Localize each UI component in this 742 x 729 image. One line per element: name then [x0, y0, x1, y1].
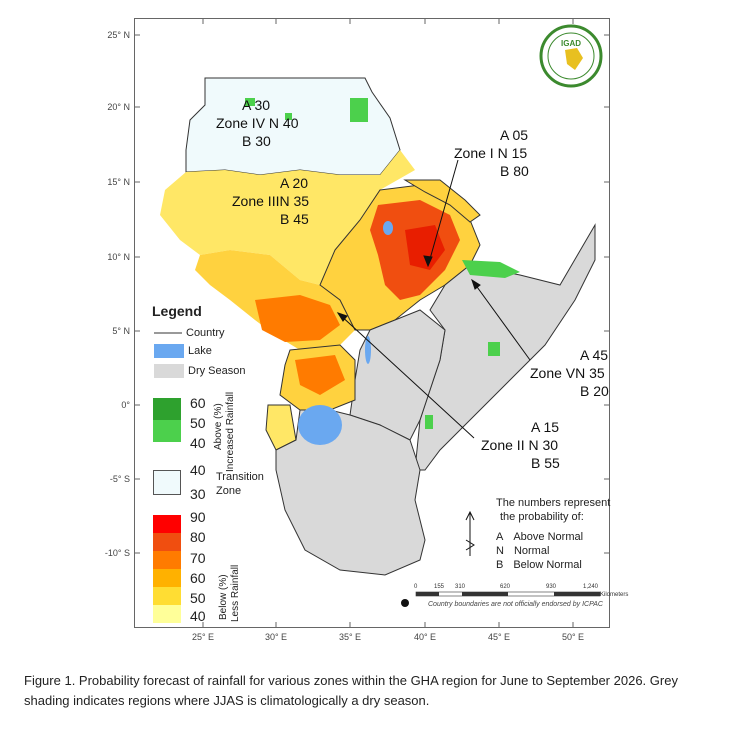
legend-country: Country — [186, 327, 225, 339]
legend-below-bar — [153, 515, 181, 623]
legend-below-label: Below (%) — [218, 574, 229, 620]
region-ethiopia-red — [405, 225, 445, 270]
north-arrow — [465, 510, 475, 556]
lat-label: 0° — [121, 400, 130, 410]
zone-i-label: A 05 Zone I N 15 B 80 — [454, 126, 529, 180]
region-eritrea — [403, 179, 481, 223]
legend-swatches — [154, 332, 184, 378]
note-text: Above Normal — [513, 531, 584, 543]
legend-below-40: 40 — [190, 608, 206, 624]
region-south-sudan-orange — [255, 295, 340, 342]
zone-ii-label: A 15 Zone II N 30 B 55 — [481, 418, 560, 472]
lat-label: 5° N — [112, 326, 130, 336]
legend-below-label-2: Less Rainfall — [230, 564, 241, 622]
zone-iii-b: B 45 — [280, 211, 309, 227]
scale-bar — [415, 591, 601, 597]
region-uganda-orange — [295, 355, 345, 395]
lon-label: 30° E — [264, 632, 288, 642]
lat-label: 15° N — [107, 177, 130, 187]
lake-victoria — [298, 405, 342, 445]
legend-title: Legend — [152, 303, 202, 319]
legend-below-50: 50 — [190, 590, 206, 606]
legend-transition-40: 40 — [190, 462, 206, 478]
zone-iii-n: N 35 — [279, 193, 310, 209]
scale-tick: 1,240 — [583, 584, 599, 590]
scale-tick: 0 — [414, 584, 418, 590]
zone-v-a: A 45 — [580, 347, 609, 363]
lake-turkana — [365, 336, 371, 364]
disclaimer: Country boundaries are not officially en… — [428, 601, 603, 608]
lake-tana — [383, 221, 393, 235]
zone-iv-a: A 30 — [242, 97, 271, 113]
legend-transition-swatch — [153, 470, 181, 495]
lon-label: 35° E — [338, 632, 362, 642]
note-letter: N — [496, 545, 504, 557]
region-sudan-yellow — [160, 150, 415, 285]
legend-below-80: 80 — [190, 529, 206, 545]
zone-iii-a: A 20 — [280, 175, 309, 191]
legend-above-label: Above (%) — [213, 403, 224, 450]
zone-iv-b: B 30 — [242, 133, 271, 149]
zone-i-name: Zone I — [454, 145, 494, 161]
lat-label: -5° S — [109, 474, 130, 484]
scale-tick: 620 — [500, 584, 511, 590]
probability-note: The numbers represent the probability of… — [496, 496, 610, 572]
note-letter: A — [496, 531, 504, 543]
probability-note-line1: The numbers represent — [496, 497, 611, 509]
scale-tick: 310 — [455, 584, 466, 590]
zone-iv-n: N 40 — [268, 115, 299, 131]
lon-label: 25° E — [191, 632, 215, 642]
zone-ii-name: Zone II — [481, 437, 525, 453]
legend-above-label-2: Increased Rainfall — [225, 391, 236, 472]
zone-ii-b: B 55 — [531, 455, 560, 471]
zone-iii-label: A 20 Zone IIIN 35 B 45 — [232, 174, 309, 228]
note-text: Below Normal — [513, 559, 582, 571]
region-tanzania — [275, 409, 426, 576]
probability-note-line2: the probability of: — [500, 511, 584, 523]
compass-dot-icon — [401, 599, 409, 607]
zone-ii-a: A 15 — [531, 419, 560, 435]
legend-lake: Lake — [188, 345, 212, 357]
zone-v-b: B 20 — [580, 383, 609, 399]
lon-label: 40° E — [413, 632, 437, 642]
legend-transition-30: 30 — [190, 486, 206, 502]
legend-above-60: 60 — [190, 395, 206, 411]
legend-above-bar — [153, 398, 181, 442]
legend-below-70: 70 — [190, 550, 206, 566]
legend-above-40: 40 — [190, 435, 206, 451]
zone-iv-name: Zone IV — [216, 115, 266, 131]
lat-label: 20° N — [107, 102, 130, 112]
zone-i-n: N 15 — [497, 145, 528, 161]
lon-label: 45° E — [487, 632, 511, 642]
note-letter: B — [496, 559, 504, 571]
zone-i-a: A 05 — [500, 127, 529, 143]
igad-logo-icon: IGAD — [539, 24, 603, 88]
zone-v-label: A 45 Zone VN 35 B 20 — [530, 346, 609, 400]
zone-v-name: Zone V — [530, 365, 576, 381]
lat-label: -10° S — [104, 548, 130, 558]
zone-v-n: N 35 — [575, 365, 605, 381]
scale-tick: 155 — [434, 584, 445, 590]
note-text: Normal — [513, 545, 550, 557]
legend-dry-season: Dry Season — [188, 365, 246, 377]
legend-below-60: 60 — [190, 570, 206, 586]
legend-transition-label-2: Zone — [216, 485, 242, 497]
figure-caption: Figure 1. Probability forecast of rainfa… — [24, 673, 678, 708]
legend-transition-label: Transition — [216, 471, 264, 483]
scale-tick: 930 — [546, 584, 557, 590]
lat-label: 10° N — [107, 252, 130, 262]
legend-below-90: 90 — [190, 509, 206, 525]
zone-i-b: B 80 — [500, 163, 529, 179]
zone-iii-name: Zone III — [232, 193, 280, 209]
svg-text:IGAD: IGAD — [561, 39, 581, 48]
region-somalia-green — [462, 260, 520, 278]
zone-ii-n: N 30 — [528, 437, 559, 453]
lon-label: 50° E — [561, 632, 585, 642]
lat-label: 25° N — [107, 30, 130, 40]
legend-above-50: 50 — [190, 415, 206, 431]
scale-unit: Kilometers — [600, 592, 629, 598]
zone-iv-label: A 30 Zone IV N 40 B 30 — [216, 96, 299, 150]
